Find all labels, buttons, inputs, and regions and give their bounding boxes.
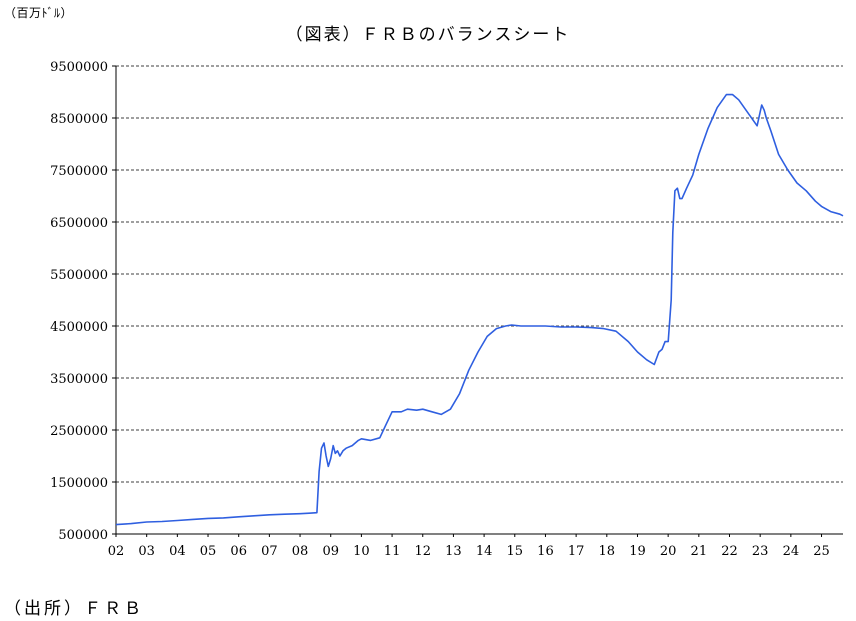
- y-tick-label: 6500000: [50, 216, 108, 231]
- x-tick-label: 10: [353, 544, 370, 559]
- x-tick-label: 08: [292, 544, 309, 559]
- y-tick-label: 4500000: [50, 320, 108, 335]
- x-tick-label: 18: [599, 544, 616, 559]
- x-tick-label: 09: [322, 544, 339, 559]
- x-tick-label: 03: [138, 544, 155, 559]
- x-tick-label: 04: [169, 544, 186, 559]
- x-tick-label: 21: [691, 544, 708, 559]
- x-tick-label: 15: [507, 544, 524, 559]
- axes: [112, 65, 843, 537]
- chart-title: （図表）ＦＲＢのバランスシート: [285, 25, 571, 45]
- y-tick-labels: 500000 1500000 2500000 3500000 4500000 550000…: [50, 60, 108, 543]
- y-tick-label: 8500000: [50, 112, 108, 127]
- x-tick-label: 23: [752, 544, 769, 559]
- y-tick-label: 9500000: [50, 60, 108, 75]
- x-tick-labels: 02 03 04 05 06 07 08 09 10 11 12 13 14 15 16 17 18 19 20 21…: [108, 544, 830, 559]
- x-tick-label: 16: [537, 544, 554, 559]
- x-tick-label: 20: [660, 544, 677, 559]
- y-tick-label: 7500000: [50, 164, 108, 179]
- series-layer: [115, 93, 844, 526]
- gridlines: [116, 65, 843, 483]
- source-label: （出所）ＦＲＢ: [4, 599, 144, 619]
- x-tick-label: 24: [783, 544, 800, 559]
- x-tick-label: 05: [200, 544, 217, 559]
- x-tick-label: 25: [813, 544, 830, 559]
- x-tick-label: 06: [230, 544, 247, 559]
- x-tick-label: 17: [568, 544, 585, 559]
- y-tick-label: 3500000: [50, 372, 108, 387]
- y-tick-label: 500000: [58, 528, 108, 543]
- y-tick-label: 1500000: [50, 476, 108, 491]
- unit-label: （百万ﾄﾞﾙ）: [4, 6, 74, 20]
- x-tick-label: 14: [476, 544, 493, 559]
- x-tick-label: 12: [414, 544, 431, 559]
- y-tick-label: 5500000: [50, 268, 108, 283]
- x-tick-label: 11: [384, 544, 401, 559]
- x-tick-label: 13: [445, 544, 462, 559]
- x-tick-label: 22: [721, 544, 738, 559]
- x-tick-label: 07: [261, 544, 278, 559]
- series-line: [115, 93, 844, 526]
- x-tick-label: 02: [108, 544, 125, 559]
- x-tick-label: 19: [629, 544, 646, 559]
- y-tick-label: 2500000: [50, 424, 108, 439]
